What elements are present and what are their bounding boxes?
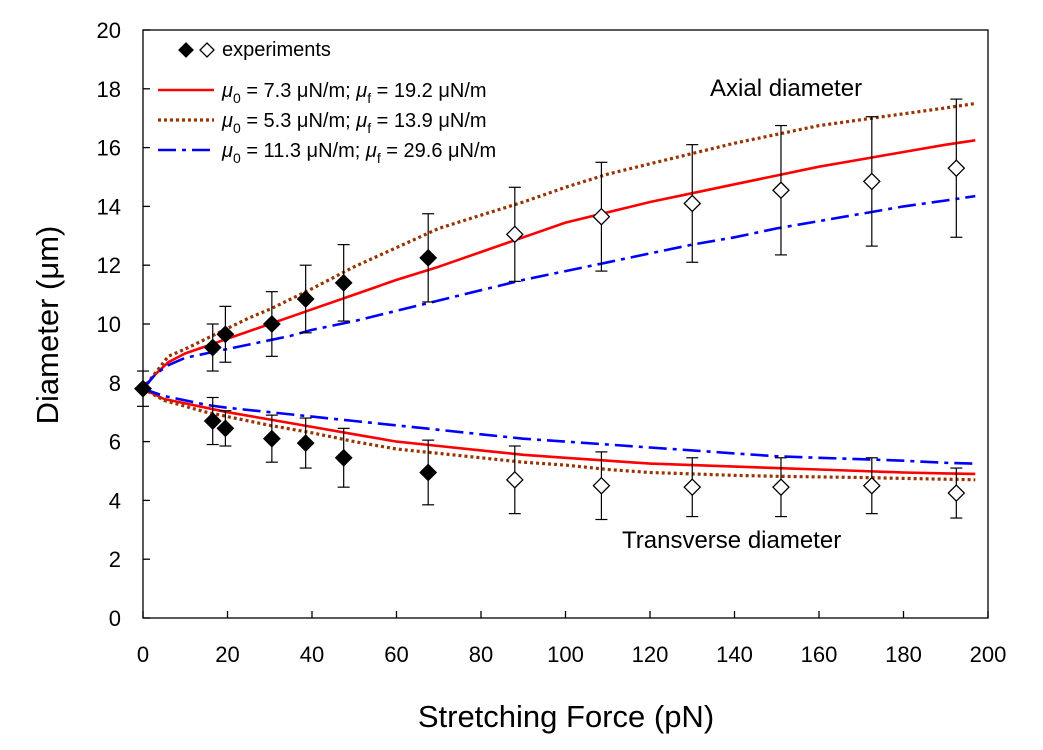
open-diamond-transverse — [592, 476, 611, 495]
filled-diamond-transverse — [262, 429, 281, 448]
x-tick-label: 160 — [801, 642, 838, 667]
x-tick-label: 80 — [469, 642, 493, 667]
open-diamond-axial — [947, 159, 966, 178]
y-tick-label: 20 — [97, 18, 121, 43]
y-tick-label: 14 — [97, 194, 121, 219]
legend: experiments μ0 = 7.3 μN/m; μf = 19.2 μN/… — [158, 39, 496, 166]
axes — [142, 29, 989, 619]
transverse-diameter-label: Transverse diameter — [622, 527, 841, 554]
x-tick-label: 0 — [137, 642, 149, 667]
open-diamond-axial — [592, 207, 611, 226]
x-tick-label: 140 — [716, 642, 753, 667]
filled-diamond-transverse — [296, 434, 315, 452]
curve-case1-axial — [142, 139, 976, 390]
x-tick-label: 120 — [632, 642, 669, 667]
x-tick-label: 40 — [300, 642, 324, 667]
x-tick-label: 180 — [885, 642, 922, 667]
filled-diamond-axial — [203, 338, 222, 357]
legend-entry-case1: μ0 = 7.3 μN/m; μf = 19.2 μN/m — [221, 80, 487, 106]
y-tick-label: 10 — [97, 312, 121, 337]
open-diamond-transverse — [505, 470, 524, 489]
open-diamond-axial — [772, 181, 790, 200]
legend-entry-case3: μ0 = 11.3 μN/m; μf = 29.6 μN/m — [221, 140, 496, 166]
y-tick-label: 8 — [109, 371, 121, 396]
y-tick-label: 16 — [97, 136, 121, 161]
filled-diamond-axial — [419, 248, 438, 267]
y-tick-label: 12 — [97, 253, 121, 278]
open-diamond-transverse — [862, 476, 881, 495]
filled-diamond-axial — [296, 290, 315, 308]
open-diamond-transverse — [683, 478, 702, 497]
filled-diamond-transverse — [216, 419, 235, 438]
filled-diamond-transverse — [419, 463, 438, 482]
curve-case3-transverse — [142, 387, 976, 465]
filled-diamond-axial — [334, 273, 353, 292]
filled-diamond-axial — [262, 315, 281, 333]
open-diamond-transverse — [772, 478, 790, 497]
x-tick-label: 20 — [215, 642, 239, 667]
filled-diamond-axial — [134, 379, 152, 398]
y-axis-title: Diameter (μm) — [30, 226, 65, 425]
open-diamond-axial — [505, 225, 524, 244]
curve-case2-axial — [141, 101, 976, 390]
y-tick-label: 4 — [109, 488, 121, 513]
legend-filled-diamond — [178, 42, 194, 58]
y-tick-label: 6 — [109, 430, 121, 455]
x-tick-label: 100 — [547, 642, 584, 667]
open-diamond-transverse — [947, 484, 966, 502]
legend-open-diamond — [199, 42, 215, 58]
tick-labels: 0 20 40 60 80 100 120 140 160 180 200 0 2 4 6 8 10 12 14 16… — [97, 18, 1007, 667]
legend-entry-case2: μ0 = 5.3 μN/m; μf = 13.9 μN/m — [221, 110, 487, 136]
experiment-points — [134, 159, 966, 502]
legend-experiments-label: experiments — [222, 39, 331, 61]
y-tick-label: 18 — [97, 77, 121, 102]
x-axis-title: Stretching Force (pN) — [418, 699, 714, 734]
y-tick-label: 0 — [109, 606, 121, 631]
y-tick-label: 2 — [109, 547, 121, 572]
filled-diamond-transverse — [334, 448, 353, 467]
open-diamond-axial — [862, 172, 881, 191]
open-diamond-axial — [683, 194, 702, 213]
filled-diamond-transverse — [203, 412, 222, 430]
curve-case1-transverse — [142, 387, 976, 476]
x-tick-label: 200 — [970, 642, 1007, 667]
axial-diameter-label: Axial diameter — [710, 75, 862, 102]
x-tick-label: 60 — [384, 642, 408, 667]
filled-diamond-axial — [216, 325, 235, 344]
